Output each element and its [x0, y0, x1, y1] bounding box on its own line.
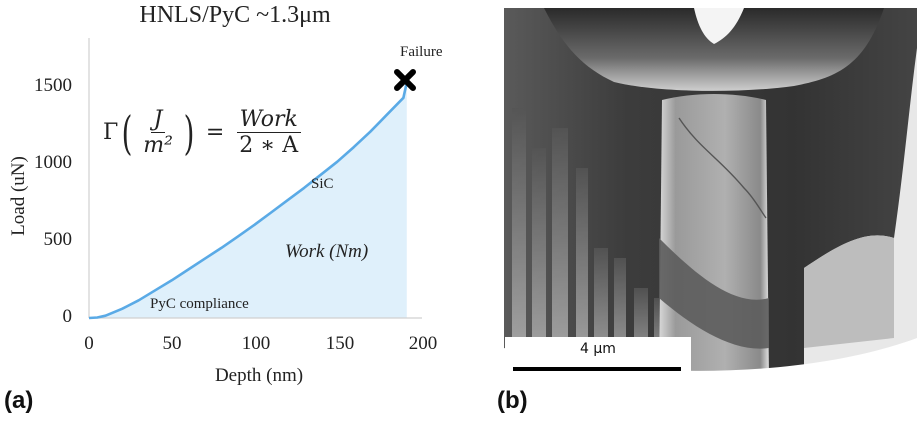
y-tick-0: 0: [62, 306, 73, 327]
y-tick-500: 500: [43, 229, 73, 250]
load-depth-curve: [88, 82, 409, 320]
panel-b-label: (b): [497, 387, 528, 414]
y-tick-1000: 1000: [34, 152, 72, 173]
work-area-fill: [89, 82, 407, 319]
x-tick-100: 100: [241, 333, 271, 354]
x-tick-200: 200: [408, 333, 438, 354]
formula-left-paren: (: [121, 105, 133, 160]
formula-lhs-den: m²: [143, 133, 173, 159]
panel-a-chart: HNLS/PyC ~1.3μm Load (uN) 1500 1000 500 …: [4, 2, 443, 414]
x-axis-label: Depth (nm): [214, 365, 304, 386]
formula-lhs-fraction: J m²: [140, 107, 176, 159]
formula-gamma: Γ: [103, 120, 119, 146]
scale-bar-label: 4 μm: [580, 341, 616, 357]
x-tick-150: 150: [325, 333, 355, 354]
work-annotation: Work (Nm): [285, 241, 369, 262]
pyc-compliance-annotation: PyC compliance: [150, 296, 249, 312]
chart-title: HNLS/PyC ~1.3μm: [139, 2, 331, 28]
x-tick-50: 50: [162, 333, 182, 354]
scale-bar: 4 μm: [505, 337, 691, 376]
formula-equals: =: [205, 120, 225, 146]
formula-lhs-num: J: [150, 107, 166, 134]
formula-rhs-num: Work: [236, 107, 301, 134]
scale-bar-line: [513, 367, 681, 371]
sic-annotation: SiC: [311, 176, 334, 192]
x-tick-0: 0: [84, 333, 94, 354]
panel-a-label: (a): [4, 387, 34, 414]
plot-area: [88, 38, 422, 320]
formula-right-paren: ): [183, 105, 195, 160]
y-tick-1500: 1500: [34, 75, 72, 96]
formula-rhs-den: 2 ∗ A: [239, 133, 299, 159]
failure-x-icon: [394, 69, 416, 91]
formula-rhs-fraction: Work 2 ∗ A: [236, 107, 301, 159]
sem-micrograph: [504, 8, 917, 380]
fracture-energy-formula: Γ ( J m² ) = Work 2 ∗ A: [103, 107, 305, 159]
failure-annotation: Failure: [400, 44, 443, 60]
